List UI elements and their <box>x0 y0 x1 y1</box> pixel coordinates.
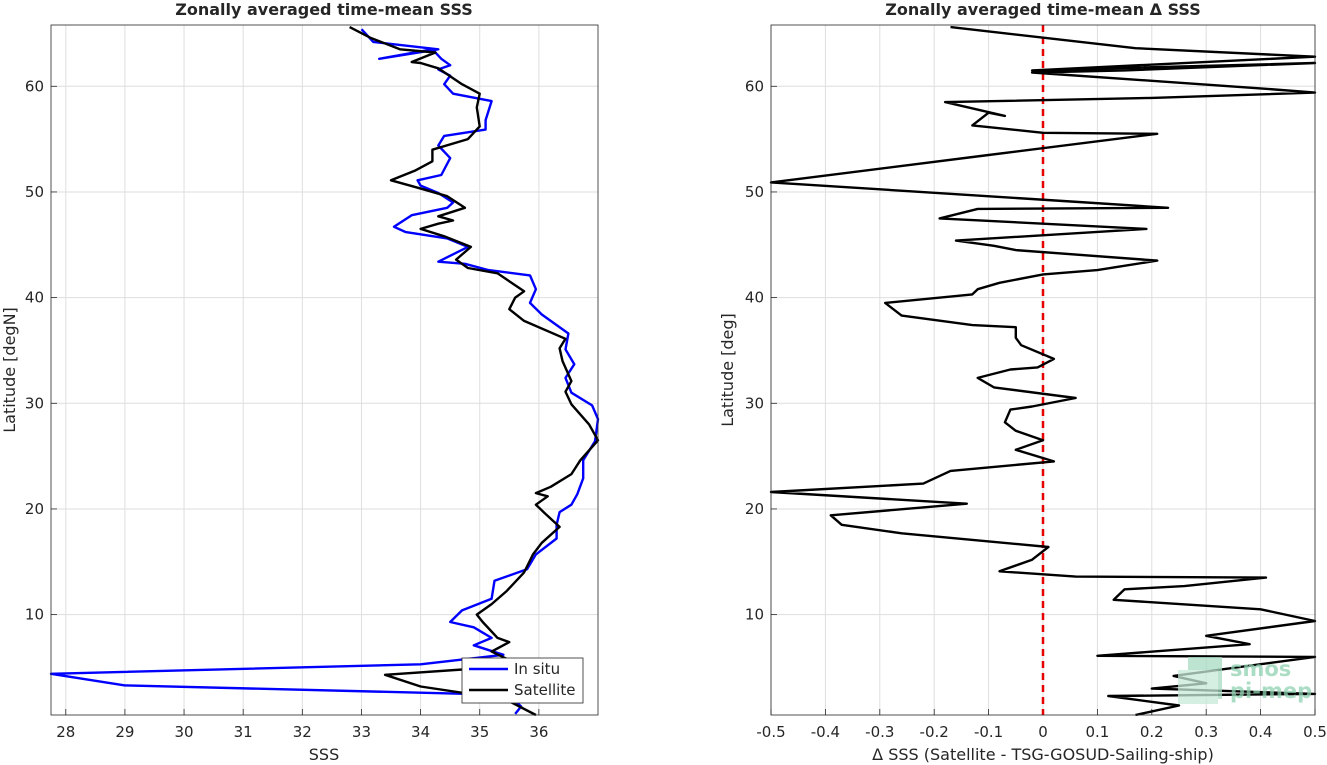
x-axis-label: SSS <box>309 745 339 764</box>
x-tick-label: 0.5 <box>1303 723 1327 741</box>
y-tick-label: 20 <box>25 500 44 518</box>
y-tick-label: 60 <box>25 77 44 95</box>
smos-logo: smos pi-mep <box>1178 657 1312 704</box>
data-lines <box>769 25 1317 717</box>
chart-title: Zonally averaged time-mean Δ SSS <box>885 0 1201 19</box>
x-tick-label: -0.1 <box>974 723 1003 741</box>
chart-title: Zonally averaged time-mean SSS <box>175 0 473 19</box>
y-tick-label: 10 <box>745 606 764 624</box>
x-tick-label: -0.3 <box>865 723 894 741</box>
legend-label-in-situ: In situ <box>514 660 560 678</box>
y-axis-label: Latitude [degN] <box>0 307 19 433</box>
x-tick-label: 33 <box>352 723 371 741</box>
data-lines <box>49 26 600 717</box>
y-tick-label: 50 <box>745 183 764 201</box>
axes-frame <box>770 24 1316 716</box>
x-tick-label: 30 <box>175 723 194 741</box>
x-tick-label: 0.1 <box>1085 723 1109 741</box>
x-axis-label: Δ SSS (Satellite - TSG-GOSUD-Sailing-shi… <box>872 745 1214 764</box>
legend-label-satellite: Satellite <box>514 681 575 699</box>
x-tick-label: 31 <box>234 723 253 741</box>
x-tick-label: 0.4 <box>1249 723 1273 741</box>
y-tick-label: 30 <box>25 394 44 412</box>
y-tick-labels: 10 20 30 40 50 60 <box>745 77 764 623</box>
x-tick-label: -0.4 <box>811 723 840 741</box>
sss-panel: 28 29 30 31 32 33 34 35 36 10 20 30 40 50 60 Zonally … <box>0 0 600 764</box>
x-tick-label: -0.5 <box>756 723 785 741</box>
series-line-0 <box>769 25 1317 717</box>
svg-text:smos: smos <box>1230 657 1291 681</box>
series-line-in-situ <box>49 28 600 715</box>
y-tick-label: 50 <box>25 183 44 201</box>
series-line-satellite <box>349 26 600 717</box>
x-tick-label: 36 <box>529 723 548 741</box>
x-tick-label: 0 <box>1038 723 1048 741</box>
y-tick-label: 10 <box>25 606 44 624</box>
x-tick-labels: 28 29 30 31 32 33 34 35 36 <box>56 723 548 741</box>
x-tick-label: 28 <box>56 723 75 741</box>
delta-sss-panel: -0.5 -0.4 -0.3 -0.2 -0.1 0 0.1 0.2 0.3 0.4 0.5 10 2… <box>718 0 1327 764</box>
y-tick-label: 30 <box>745 394 764 412</box>
axes-frame <box>50 24 599 716</box>
legend: In situ Satellite <box>461 657 584 704</box>
y-tick-label: 60 <box>745 77 764 95</box>
y-tick-label: 20 <box>745 500 764 518</box>
y-tick-label: 40 <box>25 289 44 307</box>
x-tick-label: 29 <box>115 723 134 741</box>
x-tick-label: 0.3 <box>1194 723 1218 741</box>
y-axis-label: Latitude [deg] <box>718 313 737 427</box>
x-tick-label: 34 <box>411 723 430 741</box>
legend-box <box>461 657 584 704</box>
x-tick-label: 32 <box>293 723 312 741</box>
grid <box>51 25 598 715</box>
x-tick-labels: -0.5 -0.4 -0.3 -0.2 -0.1 0 0.1 0.2 0.3 0.4 0.5 <box>756 723 1327 741</box>
x-tick-label: -0.2 <box>920 723 949 741</box>
svg-text:pi-mep: pi-mep <box>1230 679 1312 703</box>
plot-area <box>51 25 598 715</box>
y-tick-labels: 10 20 30 40 50 60 <box>25 77 44 623</box>
x-tick-label: 0.2 <box>1140 723 1164 741</box>
x-tick-label: 35 <box>470 723 489 741</box>
y-tick-label: 40 <box>745 289 764 307</box>
